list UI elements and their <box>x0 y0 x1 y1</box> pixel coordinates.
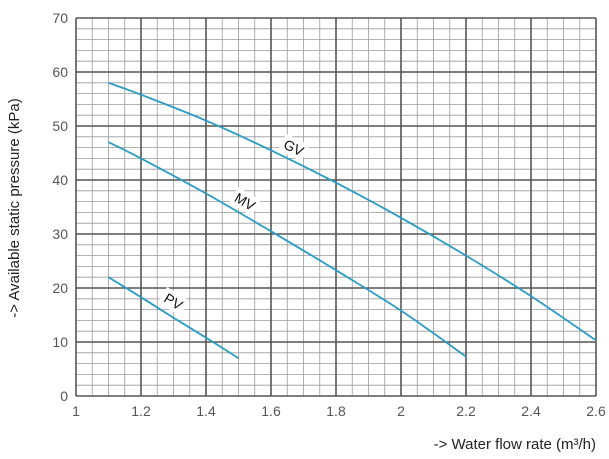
y-tick-label: 50 <box>52 118 68 134</box>
series-label-background <box>278 133 310 162</box>
series-label-background <box>157 287 190 316</box>
x-tick-label: 2 <box>397 403 405 419</box>
x-tick-label: 2.4 <box>521 403 541 419</box>
y-axis-ticks: 0 10 20 30 40 50 60 70 <box>52 10 68 404</box>
series-line-pv <box>108 276 239 359</box>
x-tick-label: 1.4 <box>196 403 216 419</box>
series-line-gv <box>108 81 597 342</box>
series-layer: GV MV PV <box>108 81 597 359</box>
series-label-background <box>229 187 261 216</box>
x-tick-label: 1.6 <box>261 403 281 419</box>
x-axis-ticks: 1 1.2 1.4 1.6 1.8 2 2.2 2.4 2.6 <box>72 403 606 419</box>
x-tick-label: 2.6 <box>586 403 606 419</box>
y-tick-label: 30 <box>52 226 68 242</box>
y-tick-label: 60 <box>52 64 68 80</box>
series-label-group-gv: GV <box>278 133 310 162</box>
major-grid <box>75 17 597 397</box>
series-label-group-pv: PV <box>157 287 190 316</box>
y-tick-label: 40 <box>52 172 68 188</box>
series-line-mv <box>108 141 467 358</box>
y-tick-label: 70 <box>52 10 68 26</box>
series-label-group-mv: MV <box>229 187 261 216</box>
x-axis-title: -> Water flow rate (m³/h) <box>434 436 596 453</box>
y-tick-label: 0 <box>60 388 68 404</box>
y-tick-label: 10 <box>52 334 68 350</box>
y-tick-label: 20 <box>52 280 68 296</box>
x-tick-label: 2.2 <box>456 403 476 419</box>
y-axis-title: -> Available static pressure (kPa) <box>6 98 23 317</box>
x-tick-label: 1.8 <box>326 403 346 419</box>
x-tick-label: 1 <box>72 403 80 419</box>
x-tick-label: 1.2 <box>131 403 151 419</box>
